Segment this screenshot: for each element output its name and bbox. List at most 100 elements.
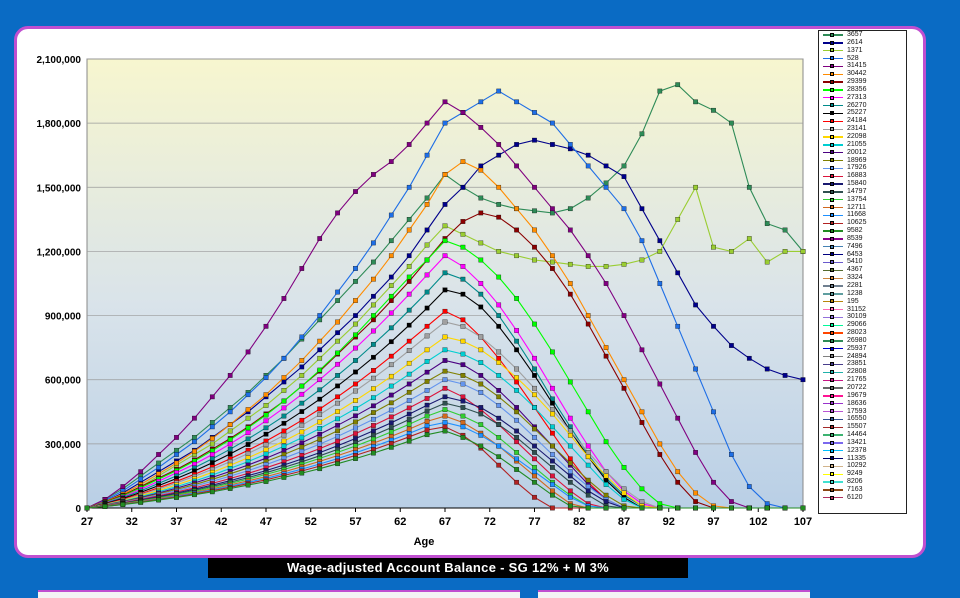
legend-item: 195 bbox=[819, 298, 906, 306]
data-point bbox=[532, 184, 537, 190]
legend-label: 15840 bbox=[847, 180, 867, 188]
data-point bbox=[550, 465, 555, 470]
data-point bbox=[353, 345, 358, 351]
data-point bbox=[263, 323, 269, 329]
data-point bbox=[424, 419, 430, 424]
data-point bbox=[460, 159, 466, 164]
data-point bbox=[567, 261, 573, 267]
data-point bbox=[514, 405, 519, 410]
data-point bbox=[317, 419, 323, 425]
series-group bbox=[84, 82, 806, 511]
data-point bbox=[299, 429, 305, 435]
data-point bbox=[335, 289, 340, 295]
legend-item: 3657 bbox=[819, 31, 906, 39]
data-point bbox=[353, 436, 358, 441]
data-point bbox=[460, 184, 466, 190]
data-point bbox=[442, 358, 448, 363]
data-point bbox=[567, 456, 573, 462]
data-point bbox=[693, 499, 698, 504]
data-point bbox=[460, 291, 466, 297]
data-point bbox=[424, 359, 430, 364]
legend-marker bbox=[830, 87, 834, 92]
data-point bbox=[424, 272, 430, 278]
data-point bbox=[174, 447, 179, 453]
legend-label: 4367 bbox=[847, 266, 863, 274]
data-point bbox=[550, 407, 555, 412]
data-point bbox=[460, 338, 466, 344]
data-point bbox=[371, 259, 376, 265]
legend-item: 5410 bbox=[819, 258, 906, 266]
legend-item: 28356 bbox=[819, 86, 906, 94]
legend-label: 14797 bbox=[847, 187, 867, 195]
data-point bbox=[585, 505, 591, 511]
data-point bbox=[460, 435, 466, 440]
data-point bbox=[693, 490, 698, 496]
data-point bbox=[764, 505, 770, 511]
x-tick-label: 72 bbox=[484, 516, 496, 528]
legend-label: 31415 bbox=[847, 62, 867, 70]
legend-label: 28356 bbox=[847, 85, 867, 93]
data-point bbox=[711, 479, 716, 485]
data-point bbox=[442, 368, 448, 374]
legend-marker bbox=[830, 252, 834, 257]
data-point bbox=[263, 412, 269, 418]
legend-marker bbox=[830, 472, 834, 477]
data-point bbox=[353, 398, 358, 403]
data-point bbox=[388, 293, 394, 299]
data-point bbox=[442, 253, 448, 259]
legend: 3657 2614 1371 528 31415 30442 29399 28356 27313… bbox=[818, 30, 907, 514]
legend-label: 10625 bbox=[847, 219, 867, 227]
legend-marker bbox=[830, 197, 834, 202]
data-point bbox=[317, 426, 323, 431]
legend-item: 2614 bbox=[819, 39, 906, 47]
data-point bbox=[603, 163, 609, 169]
legend-item: 13754 bbox=[819, 196, 906, 204]
data-point bbox=[442, 202, 448, 207]
data-point bbox=[729, 499, 734, 504]
data-point bbox=[174, 495, 179, 500]
legend-item: 23141 bbox=[819, 125, 906, 133]
legend-item: 13421 bbox=[819, 439, 906, 447]
data-point bbox=[335, 338, 340, 344]
data-point bbox=[460, 317, 466, 323]
data-point bbox=[442, 223, 448, 229]
x-tick-label: 47 bbox=[260, 516, 272, 528]
legend-label: 195 bbox=[847, 297, 859, 305]
data-point bbox=[532, 257, 537, 263]
data-point bbox=[729, 120, 734, 126]
data-point bbox=[424, 413, 430, 419]
legend-item: 15507 bbox=[819, 423, 906, 431]
legend-marker bbox=[830, 244, 834, 249]
data-point bbox=[550, 443, 555, 449]
data-point bbox=[514, 338, 519, 344]
data-point bbox=[335, 298, 340, 303]
data-point bbox=[585, 454, 591, 460]
data-point bbox=[496, 360, 502, 365]
legend-label: 2281 bbox=[847, 282, 863, 289]
data-point bbox=[621, 385, 627, 391]
legend-marker bbox=[830, 173, 834, 178]
data-point bbox=[711, 409, 716, 415]
data-point bbox=[192, 492, 197, 498]
data-point bbox=[567, 428, 573, 434]
data-point bbox=[567, 494, 573, 500]
data-point bbox=[585, 409, 591, 415]
data-point bbox=[550, 385, 555, 391]
data-point bbox=[532, 385, 537, 391]
data-point bbox=[746, 355, 752, 361]
data-point bbox=[496, 152, 502, 158]
data-point bbox=[567, 379, 573, 385]
data-point bbox=[639, 131, 645, 137]
legend-label: 22098 bbox=[847, 132, 867, 140]
legend-item: 22808 bbox=[819, 368, 906, 376]
x-axis: 27 32 37 42 47 52 57 62 67 72 77 82 87 92 97 102 107 bbox=[81, 507, 812, 528]
data-point bbox=[514, 366, 519, 372]
data-point bbox=[424, 427, 430, 433]
data-point bbox=[424, 388, 430, 393]
data-point bbox=[263, 451, 269, 457]
data-point bbox=[335, 394, 340, 400]
data-point bbox=[281, 375, 287, 380]
x-tick-label: 52 bbox=[305, 516, 317, 528]
data-point bbox=[585, 163, 591, 169]
data-point bbox=[585, 492, 591, 498]
